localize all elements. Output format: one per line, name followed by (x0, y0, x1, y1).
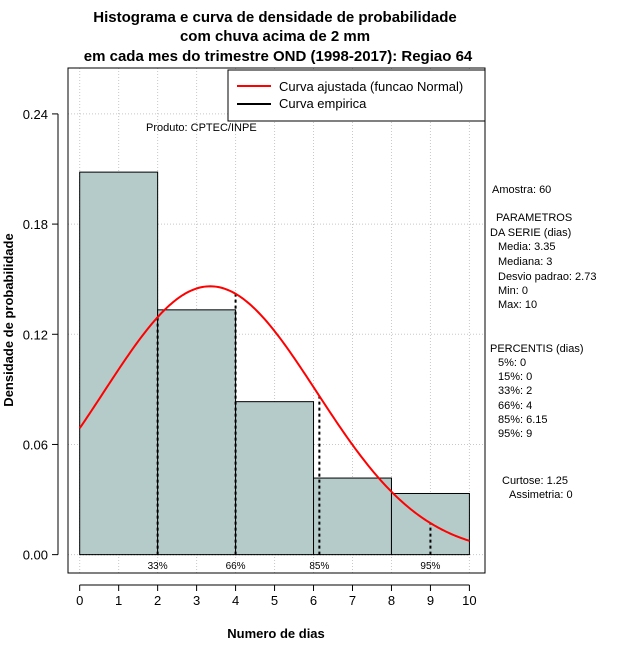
stat-p33: 33%: 2 (498, 385, 532, 397)
y-tick-label: 0.06 (23, 437, 48, 452)
x-tick-label: 4 (232, 593, 239, 608)
histogram-bar (313, 477, 392, 556)
stat-mediana: Mediana: 3 (498, 256, 552, 268)
stat-p66: 66%: 4 (498, 400, 532, 412)
histogram-bar (79, 171, 159, 556)
curves (78, 285, 470, 542)
percentile-label: 33% (148, 561, 168, 572)
stat-min: Min: 0 (498, 285, 528, 297)
x-tick-label: 1 (115, 593, 122, 608)
legend-box (227, 69, 486, 122)
stat-p15: 15%: 0 (498, 371, 532, 383)
plot-frame (67, 67, 486, 574)
percentile-label: 66% (226, 561, 246, 572)
histogram-bar (235, 401, 315, 556)
x-axis-title: Numero de dias (227, 626, 325, 641)
legend-normal-label: Curva ajustada (funcao Normal) (279, 79, 463, 94)
stat-percentis-header: PERCENTIS (dias) (490, 343, 584, 355)
chart-title-line-1: Histograma e curva de densidade de proba… (93, 9, 456, 26)
x-tick-label: 9 (427, 593, 434, 608)
stat-param-header-1: PARAMETROS (496, 212, 572, 224)
stat-assimetria: Assimetria: 0 (509, 489, 573, 501)
legend: Curva ajustada (funcao Normal) Curva emp… (227, 69, 486, 122)
stat-curtose: Curtose: 1.25 (502, 475, 568, 487)
x-tick-label: 2 (154, 593, 161, 608)
stat-media: Media: 3.35 (498, 241, 555, 253)
histogram-bar (157, 309, 237, 556)
percentile-markers: 33% 66% 85% 95% (148, 293, 441, 572)
x-tick-label: 5 (271, 593, 278, 608)
x-tick-label: 3 (193, 593, 200, 608)
y-tick-label: 0.00 (23, 548, 48, 563)
chart-title-line-2: com chuva acima de 2 mm (180, 28, 370, 45)
y-tick-label: 0.24 (23, 107, 48, 122)
x-tick-label: 10 (462, 593, 476, 608)
product-annotation: Produto: CPTEC/INPE (146, 122, 257, 134)
x-tick-label: 8 (388, 593, 395, 608)
x-tick-label: 7 (349, 593, 356, 608)
stat-p85: 85%: 6.15 (498, 414, 548, 426)
chart-title-line-3: em cada mes do trimestre OND (1998-2017)… (84, 48, 473, 65)
percentile-label: 95% (420, 561, 440, 572)
stat-max: Max: 10 (498, 299, 537, 311)
percentile-label: 85% (309, 561, 329, 572)
axes: 0 1 2 3 4 5 6 7 8 9 10 0.00 0.06 0.12 0.18 0.24 (23, 107, 477, 608)
x-tick-label: 0 (76, 593, 83, 608)
stat-param-header-2: DA SERIE (dias) (490, 227, 571, 239)
stat-p95: 95%: 9 (498, 428, 532, 440)
legend-empirical-label: Curva empirica (279, 96, 367, 111)
stats-panel: Amostra: 60 PARAMETROS DA SERIE (dias) M… (490, 184, 596, 501)
y-tick-label: 0.18 (23, 217, 48, 232)
y-tick-label: 0.12 (23, 327, 48, 342)
stat-amostra: Amostra: 60 (492, 184, 551, 196)
stat-p5: 5%: 0 (498, 357, 526, 369)
histogram-bars (79, 171, 470, 556)
y-axis-title: Densidade de probabilidade (1, 233, 16, 406)
stat-desvio: Desvio padrao: 2.73 (498, 271, 596, 283)
x-tick-label: 6 (310, 593, 317, 608)
normal-curve-line (78, 285, 470, 542)
